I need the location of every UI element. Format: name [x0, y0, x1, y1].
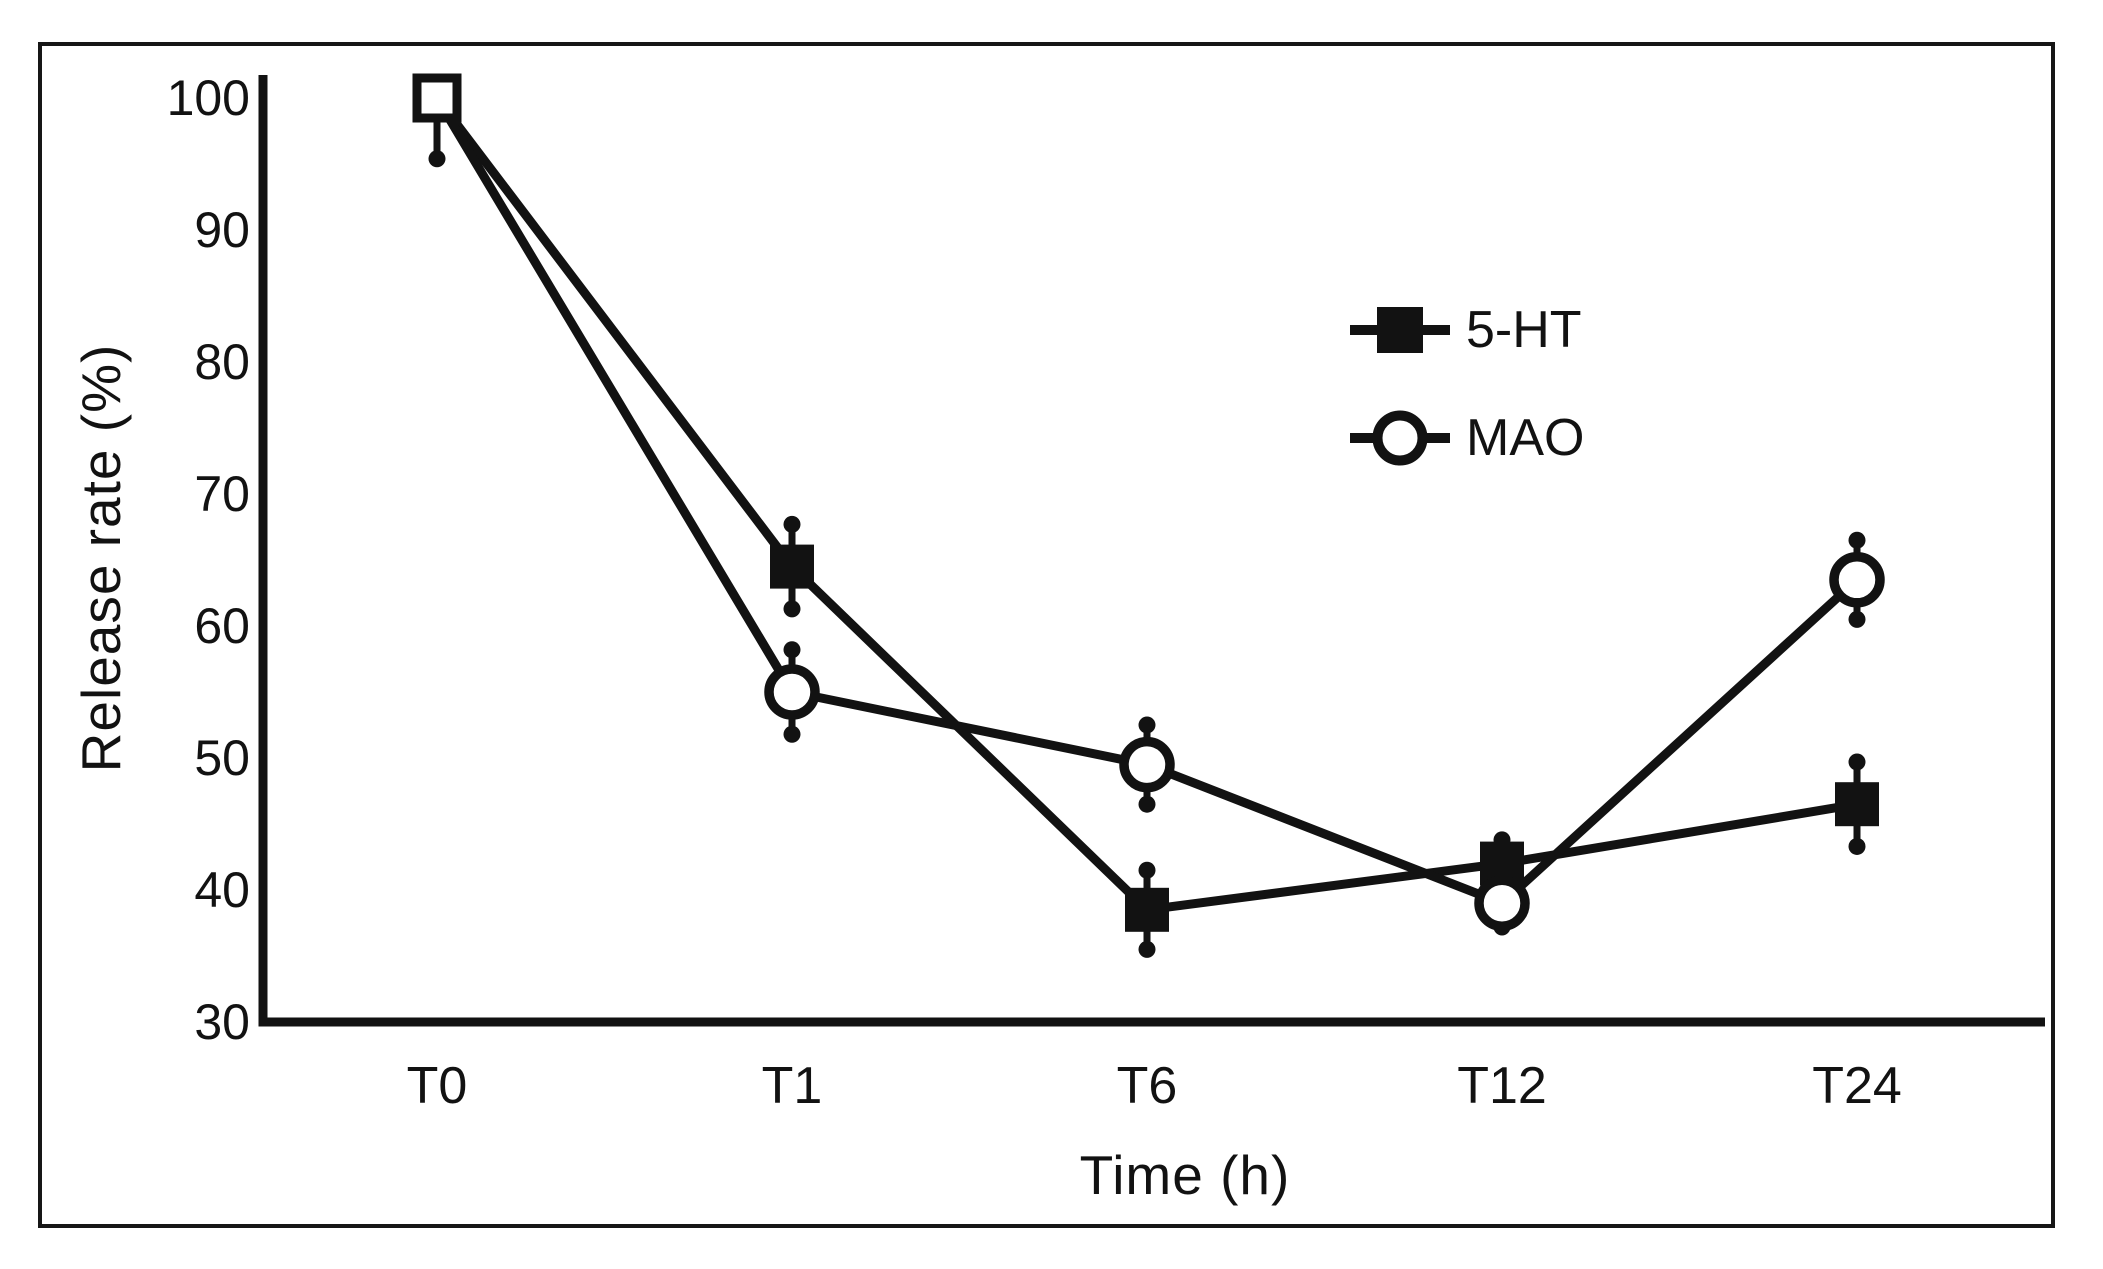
error-bar-cap: [1138, 795, 1156, 813]
error-bar-cap: [783, 725, 801, 743]
x-tick-label: T12: [1457, 1057, 1547, 1115]
marker-open-circle-mao: [764, 664, 820, 720]
legend-label-5ht: 5-HT: [1466, 301, 1582, 359]
legend-label-mao: MAO: [1466, 409, 1585, 467]
y-tick-label: 100: [167, 70, 250, 126]
x-axis-title: Time (h): [1079, 1144, 1291, 1206]
legend-item-mao: MAO: [1350, 408, 1584, 468]
y-tick-label: 80: [194, 334, 250, 390]
marker-open-circle-mao: [1474, 875, 1530, 931]
error-bar-cap: [783, 515, 801, 533]
error-bar-cap: [1138, 940, 1156, 958]
error-bar-cap: [1138, 716, 1156, 734]
figure-border: [38, 42, 2055, 1228]
y-tick-label: 50: [194, 730, 250, 786]
x-tick-label: T0: [407, 1057, 468, 1115]
legend-item-5ht: 5-HT: [1350, 300, 1584, 360]
error-bar-cap: [1848, 610, 1866, 628]
x-tick-label: T1: [762, 1057, 823, 1115]
axes: [258, 75, 2045, 1027]
error-bar-cap: [1848, 753, 1866, 771]
marker-open-circle-mao: [1119, 736, 1175, 793]
error-bar-cap: [1848, 837, 1866, 855]
x-tick-label: T24: [1812, 1057, 1902, 1115]
marker-open-circle-mao: [1829, 552, 1885, 608]
marker-filled-square-5-ht: [1835, 782, 1879, 827]
error-bar-cap: [428, 150, 446, 168]
y-tick-label: 90: [194, 202, 250, 258]
marker-filled-square-5-ht: [1125, 887, 1169, 932]
legend: 5-HT MAO: [1350, 300, 1584, 516]
y-tick-label: 70: [194, 466, 250, 522]
error-bar-cap: [1138, 861, 1156, 879]
error-bar-cap: [1848, 531, 1866, 549]
marker-open-square-shared-start: [412, 73, 462, 123]
error-bar-cap: [783, 641, 801, 659]
y-tick-label: 40: [194, 862, 250, 918]
x-tick-label: T6: [1117, 1057, 1178, 1115]
marker-filled-square-5-ht: [770, 544, 814, 589]
y-tick-label: 30: [194, 994, 250, 1050]
error-bar-cap: [783, 600, 801, 618]
y-axis-title: Release rate (%): [70, 343, 132, 773]
y-tick-label: 60: [194, 598, 250, 654]
open-circle-marker-icon: [1350, 410, 1450, 466]
filled-square-marker-icon: [1350, 307, 1450, 353]
